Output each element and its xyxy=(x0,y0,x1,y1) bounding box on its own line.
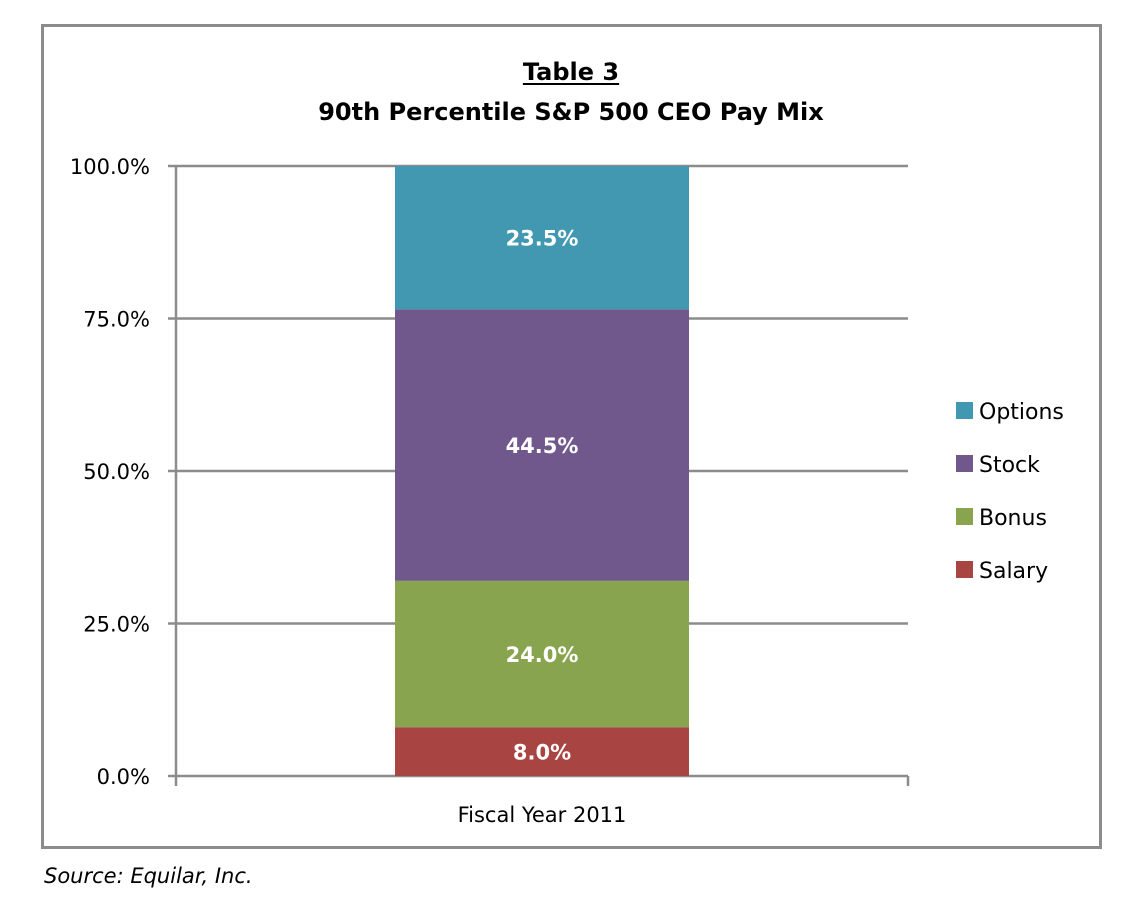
legend: Options Stock Bonus Salary xyxy=(956,400,1064,584)
legend-swatch xyxy=(956,508,973,525)
axes xyxy=(174,166,910,786)
source-note: Source: Equilar, Inc. xyxy=(44,864,253,888)
data-label-bonus: 24.0% xyxy=(506,643,579,667)
bars: 8.0% 24.0% 44.5% 23.5% xyxy=(395,166,689,776)
x-axis-labels: Fiscal Year 2011 xyxy=(458,803,627,827)
legend-label: Bonus xyxy=(979,506,1047,531)
legend-swatch xyxy=(956,455,973,472)
chart-title-line2: 90th Percentile S&P 500 CEO Pay Mix xyxy=(318,98,824,126)
y-tick-label: 25.0% xyxy=(83,613,150,637)
data-label-options: 23.5% xyxy=(506,227,579,251)
bar-segment-salary xyxy=(395,727,689,776)
legend-swatch xyxy=(956,561,973,578)
legend-item-options: Options xyxy=(956,400,1064,425)
y-tick-label: 0.0% xyxy=(97,765,150,789)
data-label-stock: 44.5% xyxy=(506,434,579,458)
legend-item-stock: Stock xyxy=(956,453,1040,478)
x-tick-label: Fiscal Year 2011 xyxy=(458,803,627,827)
legend-swatch xyxy=(956,402,973,419)
chart-title-line1: Table 3 xyxy=(523,58,619,86)
y-tick-label: 50.0% xyxy=(83,460,150,484)
bar-segment-options xyxy=(395,166,689,310)
y-axis-ticks: 0.0% 25.0% 50.0% 75.0% 100.0% xyxy=(70,155,150,789)
legend-label: Salary xyxy=(979,559,1048,584)
legend-item-bonus: Bonus xyxy=(956,506,1047,531)
y-tick-label: 100.0% xyxy=(70,155,150,179)
legend-label: Options xyxy=(979,400,1064,425)
bar-segment-stock xyxy=(395,309,689,581)
legend-label: Stock xyxy=(979,453,1040,478)
legend-item-salary: Salary xyxy=(956,559,1048,584)
y-tick-label: 75.0% xyxy=(83,308,150,332)
bar-segment-bonus xyxy=(395,580,689,728)
data-label-salary: 8.0% xyxy=(513,741,571,765)
